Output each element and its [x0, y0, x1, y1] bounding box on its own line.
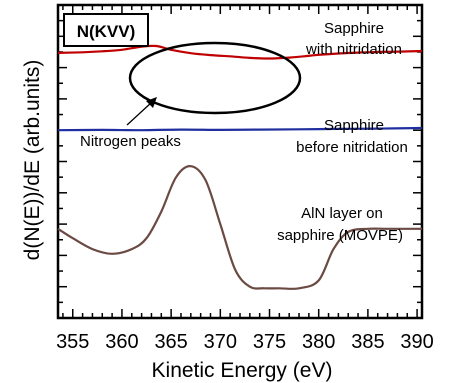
highlight-ellipse	[128, 41, 302, 115]
x-tick-label: 385	[351, 331, 384, 353]
x-axis-title: Kinetic Energy (eV)	[152, 359, 333, 382]
series-label-1-line-2: with nitridation	[305, 41, 402, 58]
nitrogen-peaks-label: Nitrogen peaks	[80, 133, 181, 150]
x-tick-label: 375	[253, 331, 286, 353]
series-label-2-line-2: before nitridation	[296, 139, 408, 156]
x-tick-label: 355	[56, 331, 89, 353]
annotation-arrow	[126, 101, 153, 126]
series-label-2-line-1: Sapphire	[324, 117, 384, 134]
n-kvv-label: N(KVV)	[77, 22, 136, 41]
x-tick-label: 390	[400, 331, 433, 353]
x-tick-labels: 355 360 365 370 375 380 385 390	[56, 331, 434, 353]
series-curves	[57, 44, 423, 290]
series-line-1	[57, 44, 423, 60]
annotation-arrowhead	[146, 97, 157, 108]
series-label-1-line-1: Sapphire	[324, 20, 384, 37]
series-line-3	[57, 165, 422, 290]
x-tick-label: 370	[204, 331, 237, 353]
series-label-3-line-2: sapphire (MOVPE)	[277, 227, 403, 244]
x-tick-label: 380	[302, 331, 335, 353]
x-tick-label: 365	[154, 331, 187, 353]
n-kvv-box	[63, 13, 149, 47]
tick-marks	[58, 5, 422, 318]
series-label-3-line-1: AlN layer on	[301, 205, 383, 222]
y-axis-title: d(N(E))/dE (arb.units)	[21, 60, 44, 261]
x-tick-label: 360	[105, 331, 138, 353]
series-line-2	[57, 126, 423, 132]
